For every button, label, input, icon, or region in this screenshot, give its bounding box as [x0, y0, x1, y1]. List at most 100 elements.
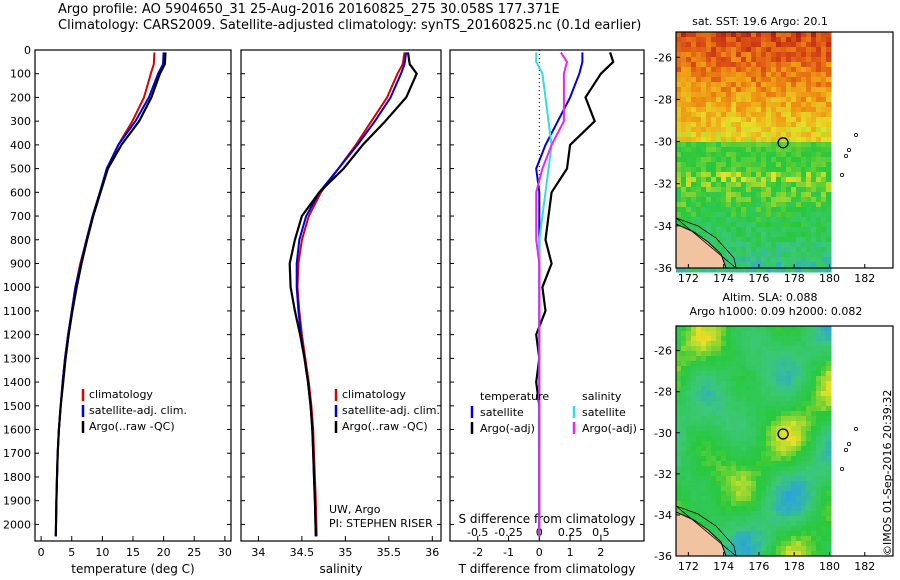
series-line-temperature [54, 52, 167, 537]
pi-annotation: UW, Argo [329, 503, 381, 516]
y-tick-label: 200 [10, 91, 31, 104]
island-marker [847, 147, 852, 152]
y-tick-label: 1000 [3, 281, 31, 294]
y-tick-label: 400 [10, 139, 31, 152]
map-y-tick-label: -30 [654, 427, 672, 440]
y-tick-label: 300 [10, 115, 31, 128]
x-tick-label: 30 [218, 546, 232, 559]
map-frame [675, 31, 894, 269]
x-tick-label-top: -0.5 [467, 526, 488, 539]
x-tick-label: 25 [187, 546, 201, 559]
legend-label: Argo(..raw -QC) [342, 420, 428, 433]
sla-field [676, 326, 832, 557]
map-x-tick-label: 178 [784, 560, 805, 573]
map-x-tick-label: 172 [678, 272, 699, 285]
map-y-tick-label: -32 [654, 468, 672, 481]
map-x-tick-label: 172 [678, 560, 699, 573]
plot-frame-salinity [240, 49, 442, 542]
map-x-tick-label: 176 [748, 560, 769, 573]
pi-annotation: PI: STEPHEN RISER [329, 517, 433, 530]
map-y-tick-label: -30 [654, 136, 672, 149]
x-tick-label-top: 0.5 [592, 526, 610, 539]
map-frame [675, 325, 894, 557]
title-line-1: Argo profile: AO 5904650_31 25-Aug-2016 … [58, 2, 560, 17]
plot-frame-difference [449, 49, 645, 542]
legend-label: satellite-adj. clim. [342, 404, 440, 417]
imos-timestamp: ©IMOS 01-Sep-2016 20:39:32 [881, 389, 894, 556]
x-tick-label: 35.5 [377, 546, 402, 559]
y-tick-label: 500 [10, 163, 31, 176]
x-axis-label-top: S difference from climatology [459, 512, 636, 526]
map-y-tick-label: -28 [654, 386, 672, 399]
x-tick-label: 0 [536, 546, 543, 559]
legend-label: climatology [89, 388, 153, 401]
y-tick-label: 1100 [3, 305, 31, 318]
island-marker [844, 447, 849, 452]
legend-heading: salinity [582, 390, 622, 403]
y-tick-label: 1400 [3, 376, 31, 389]
bathymetry-contour [675, 505, 737, 558]
legend-label: satellite [582, 406, 626, 419]
y-tick-label: 2000 [3, 518, 31, 531]
map-x-tick-label: 178 [784, 272, 805, 285]
legend-label: Argo(-adj) [480, 422, 535, 435]
legend-label: Argo(..raw -QC) [89, 420, 175, 433]
x-axis-label: salinity [319, 562, 362, 576]
y-tick-label: 600 [10, 186, 31, 199]
x-tick-label: -1 [503, 546, 514, 559]
y-tick-label: 1900 [3, 495, 31, 508]
series-line-temperature [54, 52, 156, 537]
map-y-tick-label: -36 [654, 550, 672, 563]
island-marker [840, 466, 845, 471]
map-y-tick-label: -34 [654, 220, 672, 233]
y-tick-label: 1800 [3, 471, 31, 484]
sst-map-title: sat. SST: 19.6 Argo: 20.1 [692, 15, 828, 28]
map-y-tick-label: -28 [654, 93, 672, 106]
x-tick-label: 2 [597, 546, 604, 559]
y-tick-label: 1300 [3, 352, 31, 365]
title-line-2: Climatology: CARS2009. Satellite-adjuste… [58, 18, 642, 33]
legend-label: climatology [342, 388, 406, 401]
bathymetry-contour [675, 217, 737, 270]
x-tick-label: 36 [425, 546, 439, 559]
island-marker [854, 132, 859, 137]
series-line-difference [535, 52, 615, 537]
x-tick-label: 5 [68, 546, 75, 559]
island-marker [840, 172, 845, 177]
map-y-tick-label: -34 [654, 509, 672, 522]
y-tick-label: 0 [24, 44, 31, 57]
legend-label: satellite-adj. clim. [89, 404, 187, 417]
x-axis-label: temperature (deg C) [71, 562, 194, 576]
legend-label: satellite [480, 406, 524, 419]
island-marker [847, 441, 852, 446]
y-tick-label: 1600 [3, 424, 31, 437]
x-tick-label: 34.5 [290, 546, 315, 559]
series-line-salinity [288, 52, 418, 537]
map-y-tick-label: -32 [654, 178, 672, 191]
sst-field [676, 32, 832, 273]
map-y-tick-label: -26 [654, 345, 672, 358]
x-tick-label: 35 [338, 546, 352, 559]
x-axis-label: T difference from climatology [458, 562, 636, 576]
x-tick-label-top: -0.25 [494, 526, 522, 539]
y-tick-label: 1700 [3, 447, 31, 460]
map-x-tick-label: 180 [819, 560, 840, 573]
map-x-tick-label: 180 [819, 272, 840, 285]
y-tick-label: 900 [10, 257, 31, 270]
x-tick-label: 34 [251, 546, 265, 559]
y-tick-label: 1200 [3, 329, 31, 342]
x-tick-label: 10 [95, 546, 109, 559]
x-tick-label: 15 [126, 546, 140, 559]
x-tick-label: 1 [567, 546, 574, 559]
y-tick-label: 700 [10, 210, 31, 223]
argo-float-marker [777, 428, 789, 440]
map-x-tick-label: 176 [748, 272, 769, 285]
argo-float-marker [777, 137, 789, 149]
series-line-temperature [54, 52, 165, 537]
map-y-tick-label: -26 [654, 51, 672, 64]
x-tick-label: 20 [157, 546, 171, 559]
y-tick-label: 1500 [3, 400, 31, 413]
map-x-tick-label: 182 [854, 560, 875, 573]
island-marker [844, 153, 849, 158]
map-x-tick-label: 174 [713, 560, 734, 573]
